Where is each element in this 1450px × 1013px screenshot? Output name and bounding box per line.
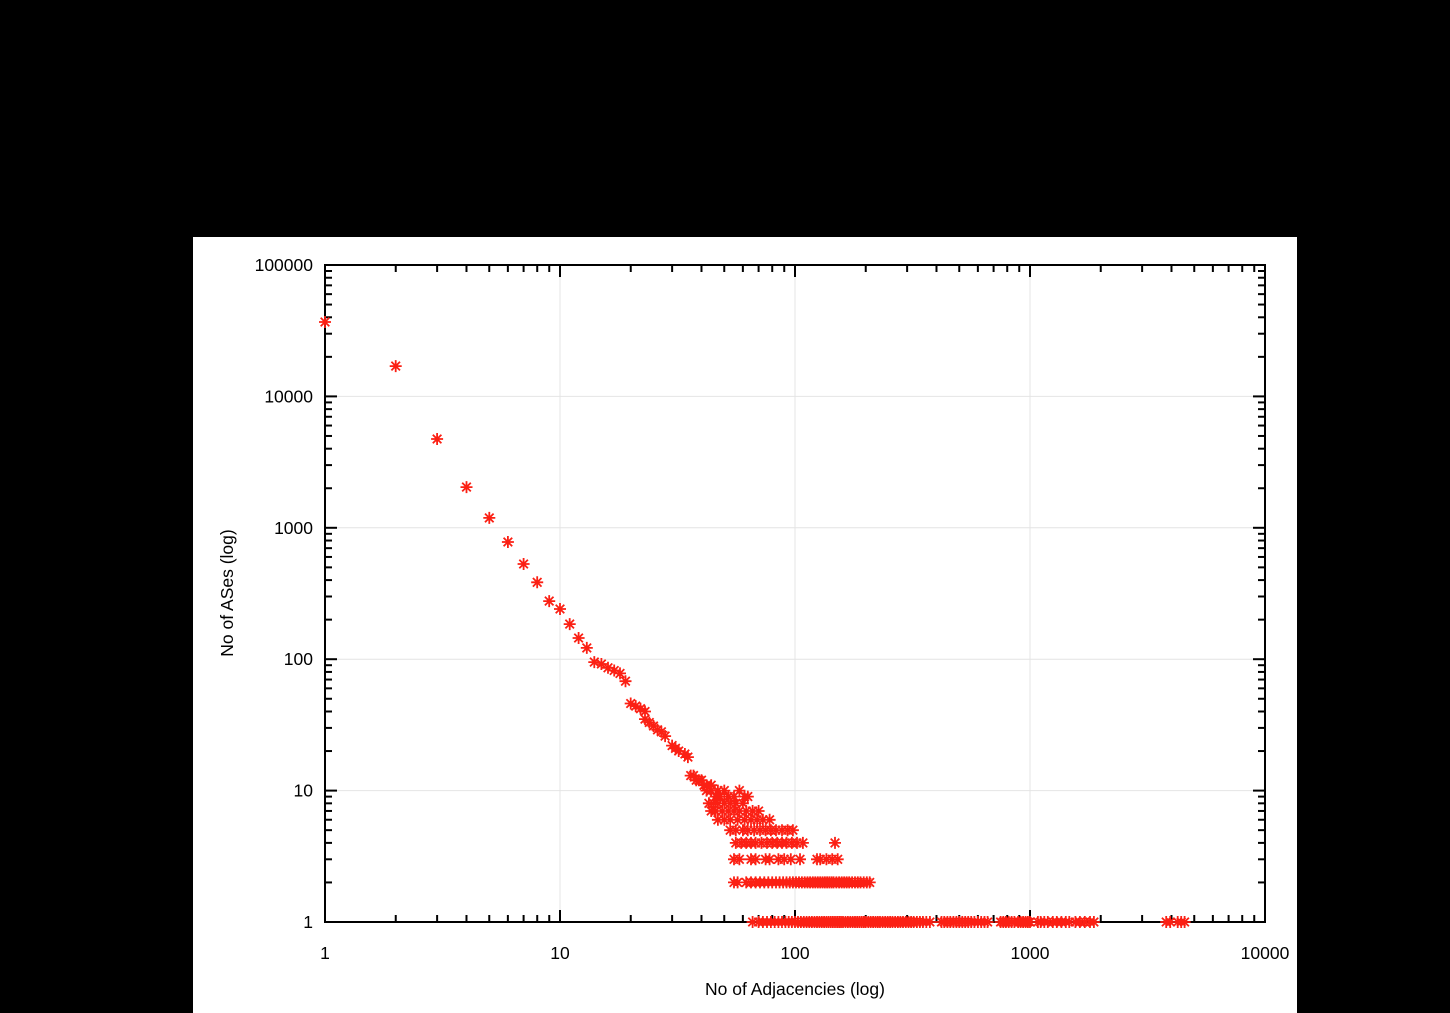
scatter-plot: 1 10 100 1000 10000 1 10 100 1000 10000 100000 No … [217,255,1290,999]
y-tick-label: 1000 [274,518,313,538]
y-tick-label: 1 [303,912,313,932]
x-tick-label: 100 [780,943,809,963]
y-tick-label: 100000 [255,255,314,275]
y-tick-label: 10000 [264,386,313,406]
figure: 1 10 100 1000 10000 1 10 100 1000 10000 100000 No … [193,237,1297,1013]
gridlines [325,265,1265,922]
x-tick-label: 1000 [1011,943,1050,963]
x-axis-title: No of Adjacencies (log) [705,979,885,999]
x-tick-label: 10 [550,943,570,963]
x-tick-label: 10000 [1241,943,1290,963]
y-tick-label: 10 [294,781,314,801]
y-axis-title: No of ASes (log) [217,529,237,656]
y-tick-label: 100 [284,649,313,669]
axis-ticks [324,264,1266,923]
data-points [319,316,1191,928]
x-tick-label: 1 [320,943,330,963]
scatter-markers [319,316,1191,928]
tick-labels: 1 10 100 1000 10000 1 10 100 1000 10000 100000 [255,255,1290,963]
